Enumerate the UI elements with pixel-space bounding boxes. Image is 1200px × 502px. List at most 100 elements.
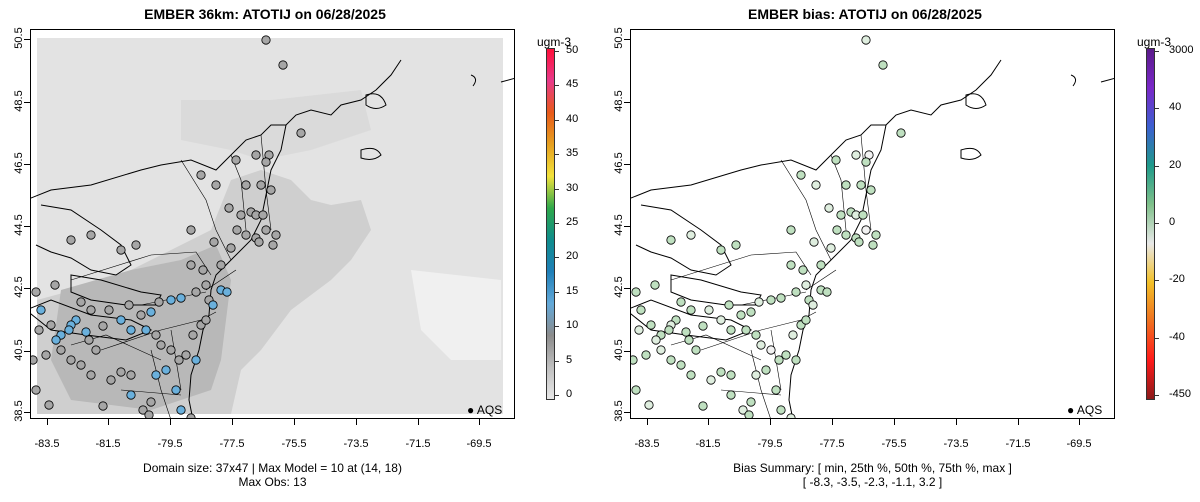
- y-tick-mark: [24, 412, 30, 413]
- station-marker: [726, 325, 736, 335]
- station-marker: [31, 287, 41, 297]
- station-marker: [64, 325, 74, 335]
- x-tick-mark: [647, 419, 648, 425]
- station-marker: [256, 180, 266, 190]
- station-marker: [776, 405, 786, 415]
- station-marker: [138, 405, 148, 415]
- station-marker: [151, 330, 161, 340]
- y-tick-mark: [624, 39, 630, 40]
- station-marker: [786, 413, 796, 418]
- colorbar-tick-label: -20: [1169, 273, 1185, 286]
- y-tick-label: 44.5: [613, 214, 625, 236]
- station-marker: [44, 400, 54, 410]
- x-tick-label: -77.5: [819, 438, 845, 450]
- station-marker: [704, 305, 714, 315]
- station-marker: [736, 310, 746, 320]
- x-tick-mark: [1079, 419, 1080, 425]
- station-marker: [216, 260, 226, 270]
- right-legend-label: AQS: [1076, 403, 1103, 417]
- station-marker: [254, 237, 264, 247]
- station-marker: [686, 370, 696, 380]
- y-tick-mark: [24, 226, 30, 227]
- right-map-plot: [630, 29, 1115, 419]
- station-marker: [176, 405, 186, 415]
- station-marker: [831, 155, 841, 165]
- y-tick-mark: [24, 102, 30, 103]
- station-marker: [266, 185, 276, 195]
- station-marker: [631, 355, 638, 365]
- station-marker: [724, 300, 734, 310]
- left-legend-label: AQS: [476, 403, 503, 417]
- station-marker: [811, 180, 821, 190]
- station-marker: [36, 305, 46, 315]
- colorbar-tick-mark: [555, 85, 559, 87]
- station-marker: [756, 340, 766, 350]
- colorbar-tick-label: 20: [566, 250, 579, 263]
- y-tick-mark: [24, 39, 30, 40]
- colorbar-tick-mark: [1155, 51, 1159, 52]
- station-marker: [856, 180, 866, 190]
- station-marker: [126, 325, 136, 335]
- station-marker: [798, 265, 808, 275]
- island-outlines: [960, 74, 1077, 160]
- station-marker: [684, 335, 694, 345]
- y-tick-mark: [624, 351, 630, 352]
- left-summary-line2: Max Obs: 13: [238, 475, 307, 489]
- left-panel-title: EMBER 36km: ATOTIJ on 06/28/2025: [144, 6, 386, 22]
- x-tick-mark: [108, 419, 109, 425]
- station-marker: [156, 340, 166, 350]
- station-marker: [698, 321, 708, 331]
- station-marker: [116, 315, 126, 325]
- station-marker: [104, 305, 114, 315]
- y-tick-label: 48.5: [613, 90, 625, 112]
- x-tick-mark: [170, 419, 171, 425]
- model-field-dark-region: [51, 245, 231, 410]
- station-marker: [858, 210, 868, 220]
- station-marker: [698, 401, 708, 411]
- left-map-canvas: [31, 30, 514, 418]
- x-tick-label: -75.5: [281, 438, 307, 450]
- station-marker: [826, 243, 836, 253]
- colorbar-tick-label: -40: [1169, 330, 1185, 343]
- x-tick-label: -69.5: [466, 438, 492, 450]
- station-marker: [261, 225, 271, 235]
- station-marker: [774, 355, 784, 365]
- station-marker: [166, 345, 176, 355]
- station-marker: [786, 225, 796, 235]
- station-marker: [261, 157, 271, 167]
- station-marker: [76, 297, 86, 307]
- colorbar-tick-mark: [1155, 108, 1159, 110]
- station-marker: [146, 397, 156, 407]
- station-marker: [644, 400, 654, 410]
- station-marker: [106, 375, 116, 385]
- station-marker: [766, 345, 776, 355]
- station-marker: [816, 260, 826, 270]
- y-tick-mark: [24, 288, 30, 289]
- station-marker: [51, 335, 61, 345]
- station-marker: [706, 375, 716, 385]
- colorbar-tick-mark: [555, 360, 559, 362]
- x-tick-label: -79.5: [157, 438, 183, 450]
- right-legend: ● AQS: [1067, 403, 1102, 417]
- x-tick-mark: [479, 419, 480, 425]
- station-marker: [809, 237, 819, 247]
- station-marker: [801, 280, 811, 290]
- station-marker: [681, 327, 691, 337]
- station-marker: [791, 355, 801, 365]
- colorbar-tick-label: 30: [566, 181, 579, 194]
- right-colorbar: [1146, 48, 1155, 400]
- x-tick-mark: [356, 419, 357, 425]
- left-map-panel: EMBER 36km: ATOTIJ on 06/28/2025 50.5 48…: [13, 6, 579, 489]
- station-marker: [91, 345, 101, 355]
- station-marker: [822, 287, 832, 297]
- y-tick-label: 46.5: [613, 152, 625, 174]
- station-marker: [641, 350, 651, 360]
- station-marker: [731, 240, 741, 250]
- station-marker: [808, 300, 818, 310]
- station-marker: [141, 325, 151, 335]
- station-marker: [741, 325, 751, 335]
- station-marker: [31, 385, 41, 395]
- colorbar-tick-label: 3000: [1169, 44, 1194, 56]
- colorbar-tick-label: -450: [1169, 388, 1192, 400]
- station-marker: [861, 35, 871, 45]
